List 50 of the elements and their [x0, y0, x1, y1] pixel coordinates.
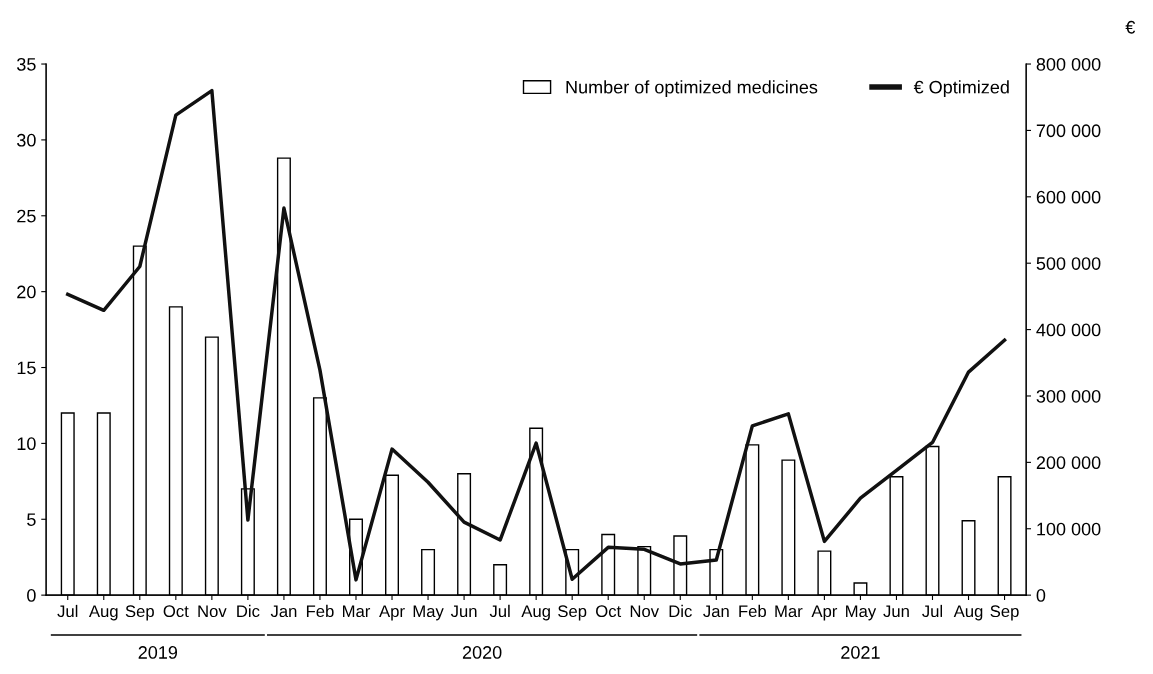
x-tick-label: Jul [922, 604, 943, 618]
x-tick-label: Feb [306, 604, 334, 618]
x-tick-label: Feb [739, 604, 766, 618]
x-tick-label: Jun [883, 605, 909, 618]
x-tick-label: Oct [163, 605, 189, 618]
legend-label: € Optimized [913, 80, 1009, 98]
text: 2021 [841, 646, 880, 659]
x-tick-label: Mar [775, 605, 803, 618]
x-tick-label: Oct [596, 605, 622, 618]
y2-tick-label: 700 000 [1036, 124, 1101, 138]
x-tick-label: Sep [558, 605, 587, 621]
x-tick-label: May [413, 605, 444, 621]
y2-tick-label: 600 000 [1036, 190, 1101, 204]
y-tick-label: 0 [27, 589, 36, 602]
y-tick-label: 15 [17, 361, 36, 375]
text: 2020 [462, 646, 502, 659]
x-tick-label: Jan [270, 605, 297, 618]
y2-tick-label: 100 000 [1037, 522, 1101, 536]
y2-tick-label: 0 [1036, 589, 1046, 602]
x-tick-label: Sep [990, 605, 1019, 621]
legend-label: Number of optimized medicines [566, 80, 818, 98]
x-tick-label: Jun [450, 605, 477, 618]
x-tick-label: Aug [521, 605, 550, 621]
y-tick-label: 20 [17, 285, 36, 299]
x-tick-label: May [846, 605, 877, 621]
x-tick-label: Nov [198, 605, 227, 618]
y-tick-label: 35 [17, 57, 36, 71]
x-tick-label: Apr [811, 605, 838, 621]
y2-tick-label: 800 000 [1036, 57, 1101, 71]
x-tick-label: Jul [57, 604, 78, 618]
x-tick-label: Jan [703, 605, 729, 618]
x-tick-label: Apr [379, 605, 405, 621]
text: 2019 [138, 646, 178, 659]
x-tick-label: Mar [343, 605, 371, 618]
y2-tick-label: 200 000 [1036, 456, 1101, 470]
y-tick-label: 10 [17, 437, 36, 451]
y-tick-label: 30 [17, 133, 36, 147]
y2-tick-label: 400 000 [1036, 323, 1101, 337]
y2-tick-label: 500 000 [1036, 257, 1101, 270]
y-tick-label: 5 [27, 513, 36, 526]
x-tick-label: Nov [630, 605, 659, 618]
x-tick-label: Dic [669, 604, 692, 618]
x-tick-label: Aug [88, 605, 118, 621]
y2-tick-label: 300 000 [1036, 389, 1101, 403]
x-tick-label: Dic [237, 604, 260, 618]
x-tick-label: Sep [125, 605, 154, 621]
x-tick-label: Jul [489, 604, 510, 618]
x-tick-label: Aug [953, 605, 983, 621]
y-tick-label: 25 [17, 209, 36, 223]
y2-axis-title: € [1125, 20, 1136, 34]
